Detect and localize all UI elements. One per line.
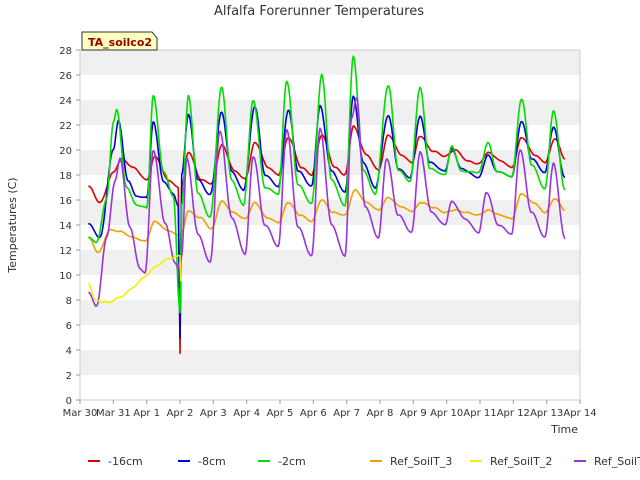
- x-tick-label: Apr 1: [133, 408, 160, 419]
- x-tick-label: Apr 13: [530, 408, 563, 419]
- grid-band: [80, 175, 580, 200]
- grid-band: [80, 350, 580, 375]
- y-axis-label: Temperatures (C): [6, 177, 19, 273]
- series-line-8cm: [88, 95, 566, 339]
- legend-item: Ref_SoilT_2: [470, 455, 552, 468]
- x-tick-label: Apr 12: [497, 408, 530, 419]
- x-axis-label: Time: [550, 423, 578, 436]
- legend-label: -16cm: [108, 455, 143, 468]
- x-tick-label: Mar 31: [96, 408, 131, 419]
- grid-band: [80, 100, 580, 125]
- legend-label: Ref_SoilT_1: [594, 455, 640, 468]
- grid-band: [80, 300, 580, 325]
- grid-band: [80, 125, 580, 150]
- x-tick-label: Apr 9: [400, 408, 427, 419]
- grid-band: [80, 250, 580, 275]
- y-tick-label: 20: [59, 146, 72, 157]
- x-tick-label: Mar 30: [63, 408, 98, 419]
- grid-band: [80, 75, 580, 100]
- y-tick-label: 0: [66, 396, 72, 407]
- legend-label: -8cm: [198, 455, 226, 468]
- series-lines: [87, 55, 566, 354]
- legend-label: Ref_SoilT_2: [490, 455, 552, 468]
- grid-band: [80, 275, 580, 300]
- series-line-2cm: [88, 55, 566, 314]
- legend-item: -8cm: [178, 455, 226, 468]
- y-tick-label: 8: [66, 296, 72, 307]
- site-badge: TA_soilco2: [81, 31, 158, 51]
- grid-band: [80, 50, 580, 75]
- y-tick-label: 10: [59, 271, 72, 282]
- y-tick-label: 28: [59, 46, 72, 57]
- y-tick-label: 24: [59, 96, 72, 107]
- legend-item: Ref_SoilT_3: [370, 455, 452, 468]
- grid-band: [80, 325, 580, 350]
- legend-item: -2cm: [258, 455, 306, 468]
- y-tick-label: 14: [59, 221, 72, 232]
- x-tick-label: Apr 14: [563, 408, 596, 419]
- x-tick-label: Apr 8: [367, 408, 394, 419]
- legend-label: Ref_SoilT_3: [390, 455, 452, 468]
- x-tick-label: Apr 6: [300, 408, 327, 419]
- x-tick-label: Apr 5: [267, 408, 294, 419]
- x-tick-label: Apr 7: [333, 408, 360, 419]
- legend-item: -16cm: [88, 455, 143, 468]
- chart-title: Alfalfa Forerunner Temperatures: [214, 4, 424, 19]
- y-tick-label: 22: [59, 121, 72, 132]
- legend: -16cm -8cm -2cm Ref_SoilT_3 Ref_SoilT_2 Ref_S…: [88, 455, 640, 468]
- x-tick-label: Apr 11: [463, 408, 496, 419]
- series-line-ref-soilt-2: [87, 254, 182, 304]
- y-tick-label: 2: [66, 371, 72, 382]
- x-tick-label: Apr 3: [200, 408, 227, 419]
- y-tick-label: 16: [59, 196, 72, 207]
- y-tick-label: 12: [59, 246, 72, 257]
- series-line-ref-soilt-1: [88, 97, 566, 307]
- grid-band: [80, 225, 580, 250]
- x-tick-label: Apr 10: [430, 408, 463, 419]
- site-badge-label: TA_soilco2: [88, 36, 152, 49]
- grid-band: [80, 375, 580, 400]
- y-tick-label: 26: [59, 71, 72, 82]
- x-tick-label: Apr 4: [233, 408, 260, 419]
- y-tick-label: 6: [66, 321, 72, 332]
- y-tick-label: 4: [66, 346, 72, 357]
- legend-item: Ref_SoilT_1: [574, 455, 640, 468]
- y-tick-label: 18: [59, 171, 72, 182]
- legend-label: -2cm: [278, 455, 306, 468]
- x-tick-label: Apr 2: [167, 408, 194, 419]
